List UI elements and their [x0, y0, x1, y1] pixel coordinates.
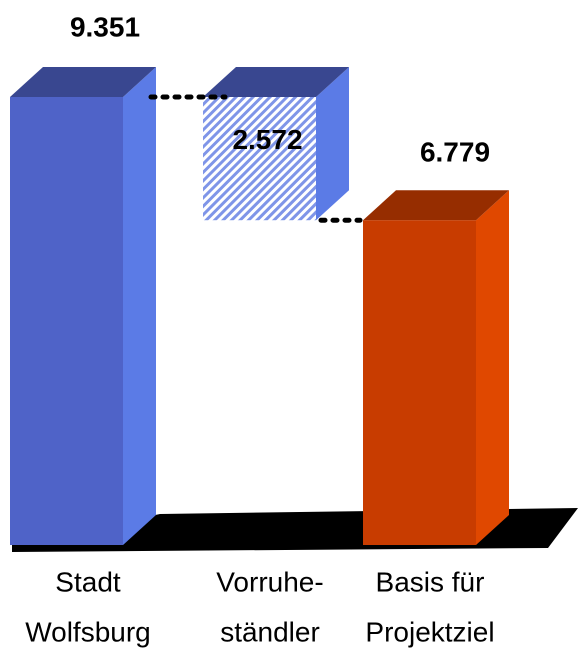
x-tick-label: Wolfsburg — [25, 616, 151, 647]
bar — [10, 97, 123, 545]
x-tick-label: Vorruhe- — [216, 566, 323, 597]
bar — [363, 220, 476, 545]
value-label: 2.572 — [232, 124, 302, 155]
value-label: 9.351 — [70, 11, 140, 42]
x-tick-label: Stadt — [55, 566, 121, 597]
bar — [203, 97, 316, 221]
bar-side — [123, 67, 156, 545]
bar-top — [363, 190, 509, 221]
x-tick-label: Projektziel — [365, 616, 494, 647]
x-tick-label: Basis für — [376, 566, 485, 597]
bar-top — [10, 67, 156, 97]
value-label: 6.779 — [420, 137, 490, 168]
bar-side — [476, 190, 509, 545]
bar-side — [316, 67, 349, 221]
bar-top — [203, 67, 349, 97]
x-tick-label: ständler — [220, 616, 320, 647]
